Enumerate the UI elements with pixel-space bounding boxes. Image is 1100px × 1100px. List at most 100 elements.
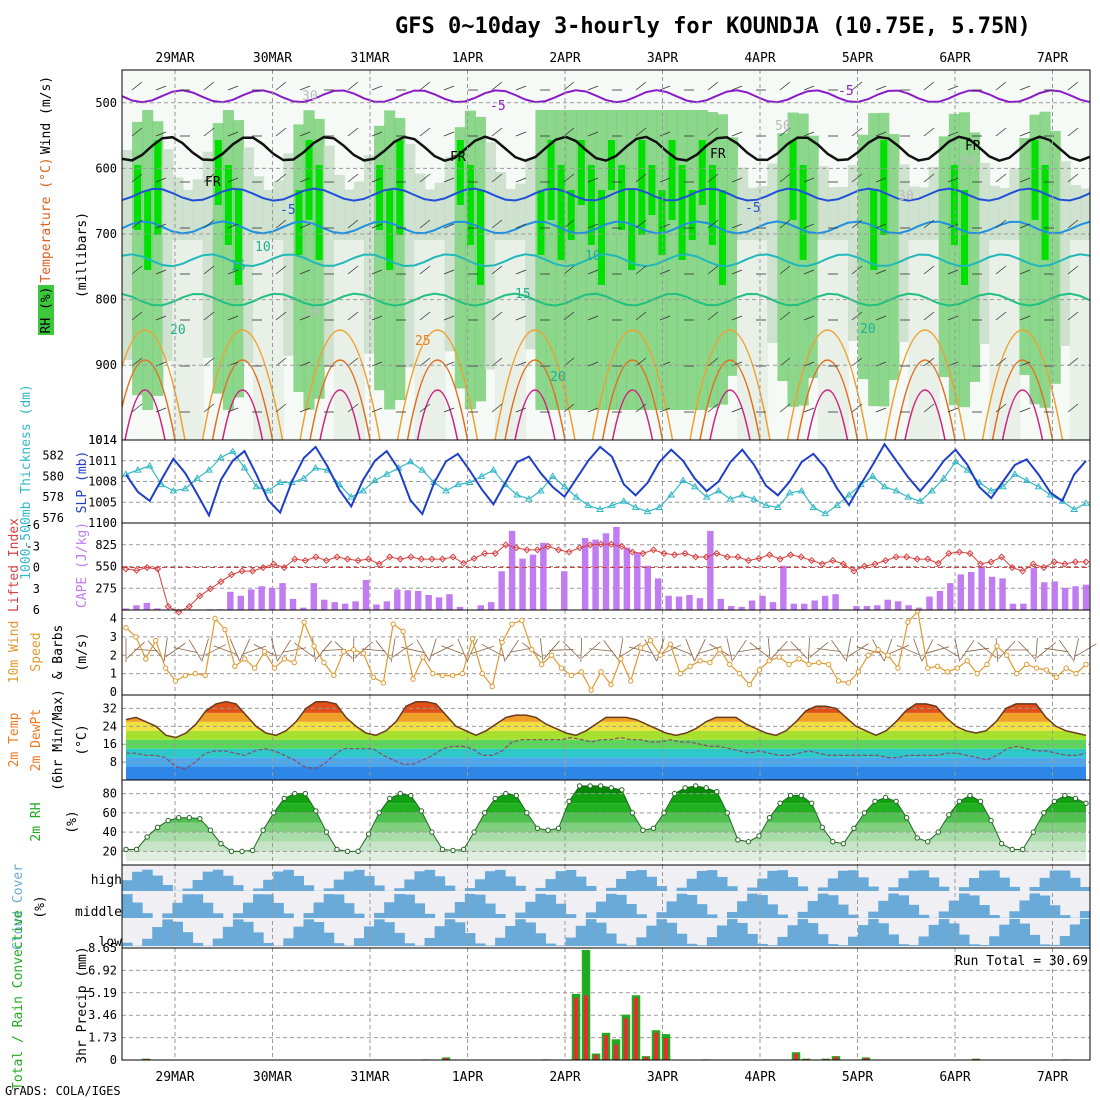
cloud-cell: [918, 870, 930, 891]
rh-point: [460, 846, 467, 853]
cloud-cell: [948, 900, 960, 918]
rh-column: [727, 137, 739, 376]
cloud-cell: [626, 945, 637, 946]
lifted-index-point: [776, 555, 784, 563]
cloud-cell: [585, 885, 597, 891]
precip-convective-bar: [143, 1058, 149, 1060]
wind-barb: [299, 407, 311, 413]
wind-barb: [731, 223, 743, 229]
cloud-cell: [666, 922, 678, 946]
surface-warm-contour: [1001, 389, 1044, 440]
wind-barb: [635, 81, 647, 91]
rh-point: [576, 783, 583, 789]
surface-warm-contour: [884, 329, 966, 440]
cloud-cell: [1059, 915, 1071, 918]
wind-speed-point: [222, 626, 228, 633]
wind-barb: [515, 177, 527, 183]
wind-barb: [201, 638, 209, 662]
cloud-cell: [243, 921, 254, 946]
cloud-cell: [555, 871, 567, 891]
cloud-cell: [827, 895, 839, 918]
cloud-cell: [333, 879, 345, 891]
thickness-point: [596, 505, 604, 513]
lifted-index-point: [692, 553, 700, 561]
rh-saturated: [799, 165, 807, 260]
rh-point: [133, 846, 140, 853]
rh-point: [292, 790, 298, 797]
rh-dry: [1069, 240, 1081, 440]
lifted-index-point: [449, 553, 457, 561]
wind-speed-point: [499, 639, 505, 646]
wind-barb: [243, 645, 267, 655]
contour-label: 10: [585, 249, 601, 264]
cape-bar: [529, 554, 537, 610]
surface-warm-contour: [894, 359, 956, 440]
cloud-cell: [394, 932, 405, 946]
rh-point: [197, 815, 203, 822]
lifted-index-point: [428, 555, 436, 563]
thickness-point: [406, 457, 415, 465]
wind-barb: [923, 357, 935, 367]
cloud-cell: [938, 919, 950, 946]
wind-barb: [707, 311, 719, 321]
date-label-bottom: 6APR: [939, 1070, 970, 1085]
rh-point: [925, 839, 931, 845]
cloud-cell: [152, 927, 163, 946]
surface-warm-contour: [689, 329, 771, 440]
wind-barb: [995, 219, 1007, 229]
cloud-cell: [333, 894, 345, 918]
rh-band: [126, 812, 1086, 823]
wind-barb: [315, 640, 332, 660]
thickness-point: [702, 493, 711, 500]
cloud-cell: [515, 885, 526, 891]
wind-barb: [131, 403, 143, 413]
wind-barb: [603, 640, 619, 660]
cape-bar: [727, 606, 735, 610]
cloud-cell: [192, 894, 204, 918]
wind-speed-point: [1014, 670, 1020, 677]
chart-title: GFS 0~10day 3-hourly for KOUNDJA (10.75E…: [395, 14, 1031, 39]
cloud-cell: [464, 933, 476, 946]
wind-speed-point: [964, 658, 970, 664]
cape-bar: [780, 565, 787, 610]
wind-barb: [203, 219, 215, 229]
rh-point: [408, 792, 414, 799]
rh-column: [243, 147, 255, 364]
cloud-cell: [263, 879, 274, 891]
thickness-point: [382, 470, 391, 477]
cloud-cell: [777, 870, 788, 891]
cape-bar: [926, 596, 933, 610]
wind-barb: [923, 311, 935, 321]
thickness-point: [572, 493, 581, 500]
cloud-cell: [505, 876, 516, 891]
panel-frame: [121, 947, 1091, 1061]
precip-convective-bar: [793, 1053, 799, 1060]
thickness-point: [809, 503, 818, 510]
wind-barb: [155, 315, 167, 321]
panel-side-label: & Barbs: [51, 625, 66, 680]
cloud-cell: [464, 893, 476, 918]
cloud-cell: [666, 901, 678, 918]
rh-point: [998, 840, 1005, 847]
thickness-point: [714, 486, 723, 494]
lifted-index-point: [407, 553, 415, 561]
wind-speed-point: [162, 665, 169, 671]
cloud-cell: [616, 878, 627, 891]
lifted-index-point: [206, 585, 214, 593]
panel-side-label: (%): [65, 810, 80, 833]
precip-tick: 5.19: [88, 986, 117, 1000]
wind-barb: [831, 640, 846, 660]
wind-barb: [580, 637, 583, 663]
wind-barb: [165, 642, 186, 658]
isotherm-10: [122, 220, 1090, 235]
thickness-point: [347, 493, 356, 500]
cloud-cell: [898, 944, 909, 946]
contour-label: FR: [965, 139, 981, 154]
surface-warm-contour: [699, 359, 761, 440]
wind-barb: [549, 649, 574, 651]
wind-speed-point: [746, 681, 753, 688]
thickness-point: [750, 495, 759, 502]
rh-point: [745, 839, 752, 845]
wind-barb: [562, 641, 581, 659]
wind-speed-point: [944, 669, 951, 675]
